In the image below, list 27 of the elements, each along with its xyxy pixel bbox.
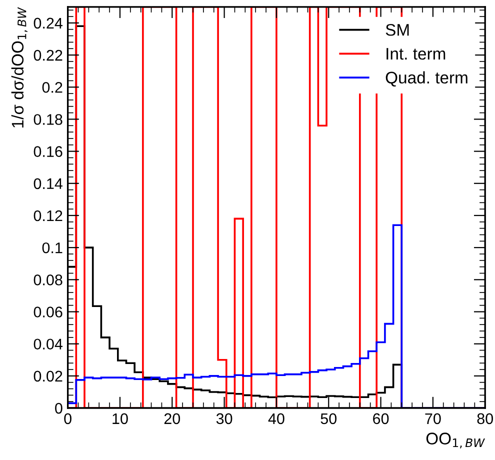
legend-label: SM [386, 24, 409, 36]
y-tick-label: 0.06 [34, 306, 62, 318]
y-tick-label: 0.24 [34, 18, 63, 29]
x-tick-label: 30 [216, 413, 232, 424]
x-tick-label: 20 [164, 413, 180, 424]
x-tick-label: 10 [112, 413, 128, 424]
y-tick-label: 0.2 [42, 82, 62, 93]
legend-label: Quad. term [386, 71, 468, 87]
y-tick-label: 0.12 [34, 210, 62, 222]
x-tick-label: 60 [373, 413, 389, 424]
y-tick-label: 0.08 [34, 274, 62, 286]
y-tick-label: 0.22 [34, 50, 62, 61]
y-tick-label: 0.18 [34, 114, 62, 125]
y-tick-label: 0.1 [42, 242, 62, 254]
x-tick-label: 70 [425, 413, 441, 424]
x-tick-label: 50 [320, 413, 337, 424]
y-tick-label: 0.02 [34, 370, 62, 382]
y-axis-title: 1/σ dσ/dOO$_{1,BW}$ [11, 7, 28, 128]
x-tick-label: 0 [64, 413, 72, 424]
y-tick-label: 0 [55, 402, 62, 414]
x-tick-label: 40 [268, 413, 284, 424]
y-tick-label: 0.16 [34, 146, 62, 157]
y-tick-label: 0.04 [34, 338, 63, 350]
y-tick-label: 0.14 [34, 178, 63, 190]
legend-label: Int. term [386, 48, 446, 60]
x-tick-label: 80 [477, 413, 493, 424]
x-axis-title: OO$_{1,BW}$ [426, 432, 485, 448]
